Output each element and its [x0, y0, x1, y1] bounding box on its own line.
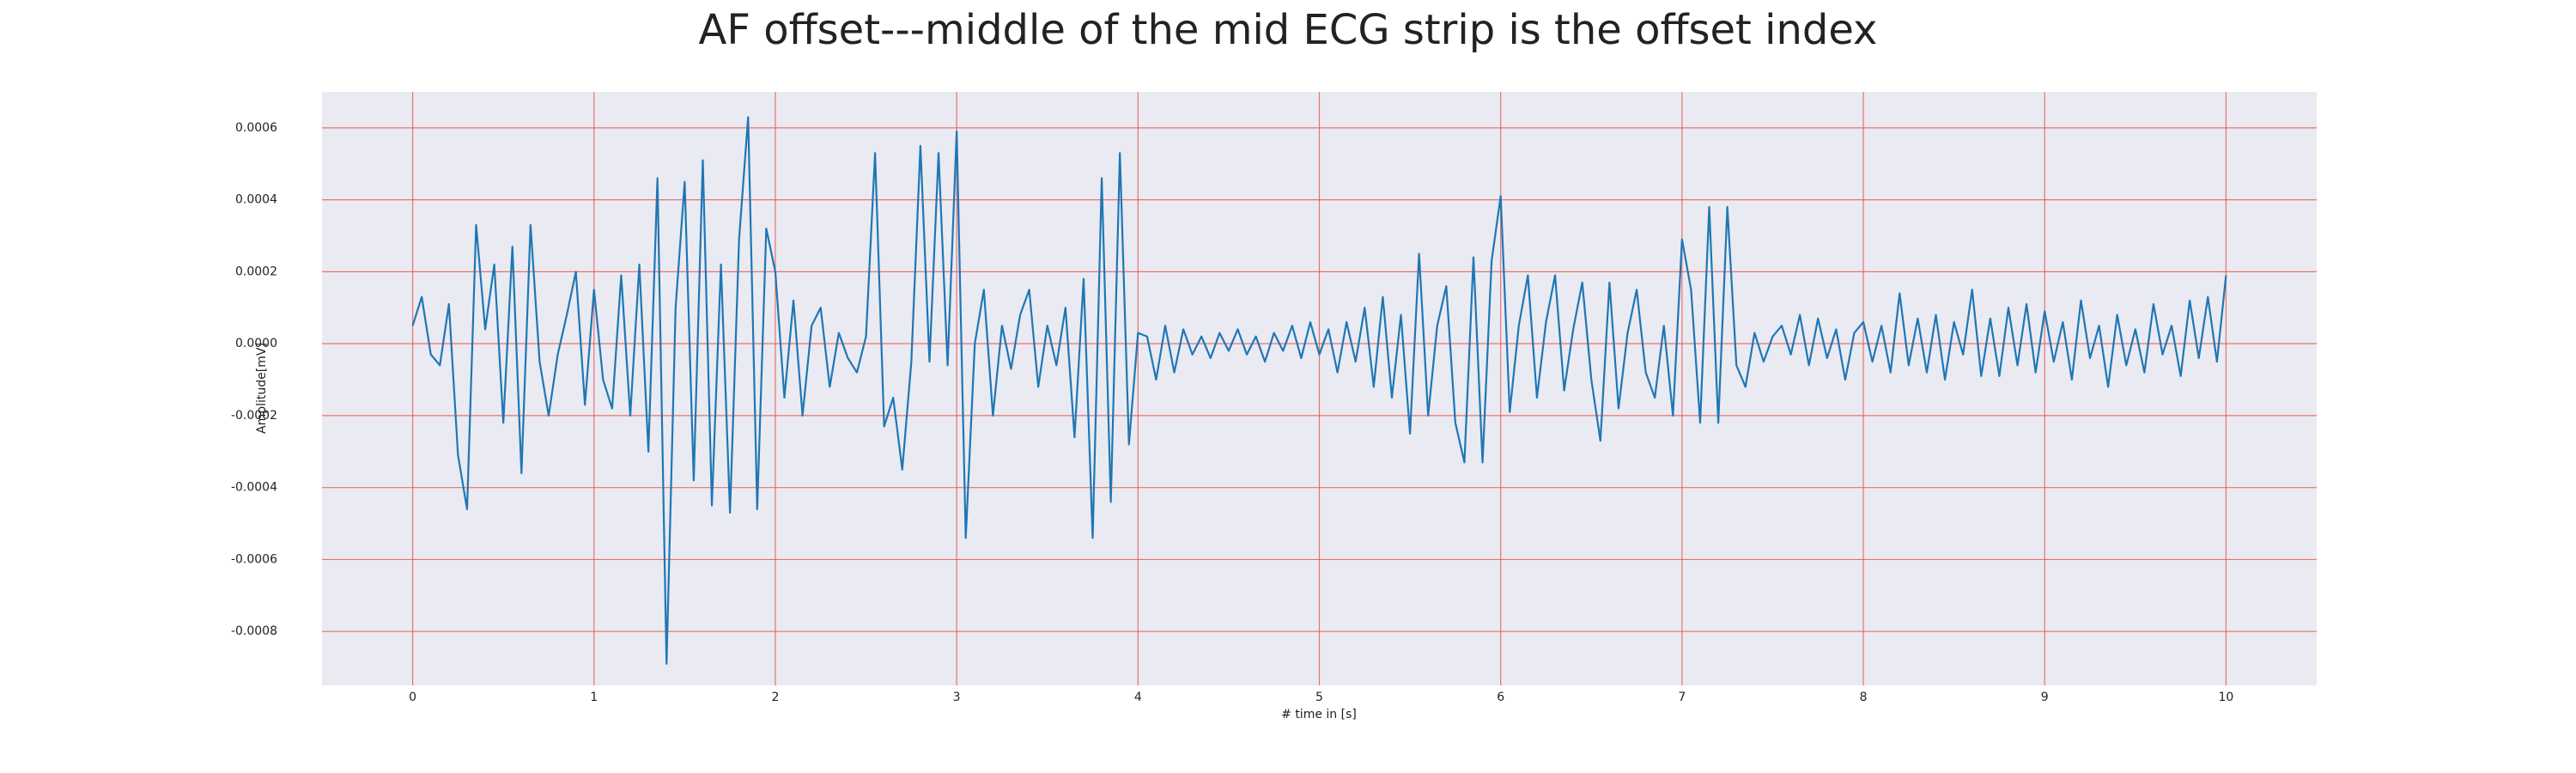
y-tick-label: 0.0002 — [235, 265, 277, 278]
x-tick-label: 4 — [1134, 691, 1142, 704]
y-tick-label: -0.0002 — [231, 409, 277, 423]
x-axis-label: # time in [s] — [1281, 708, 1357, 721]
x-tick-label: 3 — [953, 691, 961, 704]
y-tick-label: -0.0006 — [231, 552, 277, 566]
y-tick-label: -0.0004 — [231, 481, 277, 495]
y-tick-label: -0.0008 — [231, 624, 277, 638]
x-tick-label: 0 — [409, 691, 416, 704]
x-tick-label: 2 — [771, 691, 779, 704]
y-tick-label: 0.0000 — [235, 337, 277, 350]
x-tick-label: 10 — [2218, 691, 2233, 704]
x-tick-label: 8 — [1860, 691, 1868, 704]
x-tick-label: 9 — [2041, 691, 2049, 704]
y-tick-label: 0.0004 — [235, 193, 277, 207]
x-tick-label: 6 — [1497, 691, 1504, 704]
y-tick-label: 0.0006 — [235, 121, 277, 135]
x-tick-label: 1 — [590, 691, 598, 704]
x-tick-label: 7 — [1678, 691, 1686, 704]
x-tick-label: 5 — [1315, 691, 1323, 704]
y-axis-label: Amplitude[mV] — [255, 343, 269, 434]
ecg-line — [411, 116, 2227, 665]
chart-title: AF offset---middle of the mid ECG strip … — [699, 6, 1878, 54]
